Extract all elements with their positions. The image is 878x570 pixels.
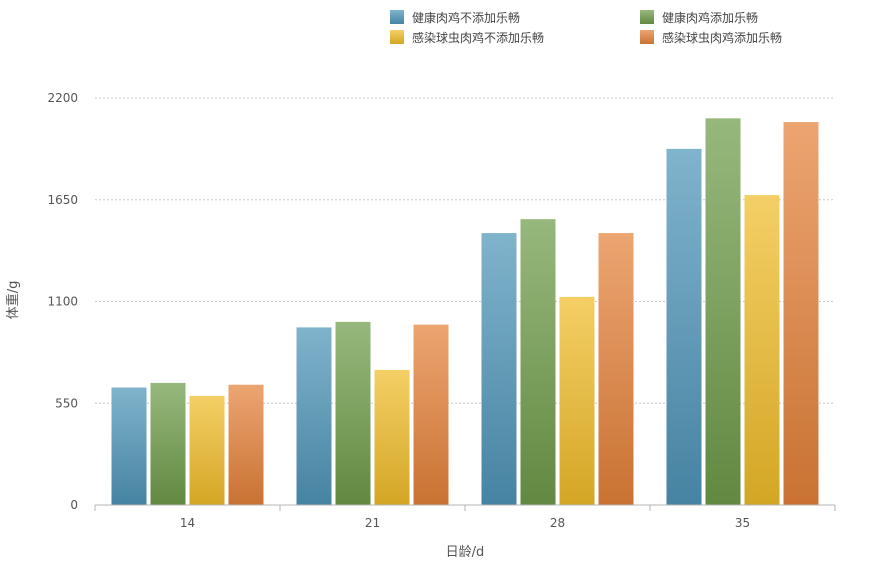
legend-label: 健康肉鸡不添加乐畅 [412, 10, 520, 25]
bar [783, 122, 819, 506]
bars [111, 118, 819, 506]
y-tick-label: 1650 [47, 193, 78, 207]
legend-swatch [640, 10, 654, 24]
legend-swatch [390, 10, 404, 24]
bar [111, 387, 147, 505]
bar [744, 195, 780, 505]
legend-swatch [390, 30, 404, 44]
bar [481, 233, 517, 506]
axes: 0 550 1100 1650 2200 14 21 28 35 [47, 91, 836, 530]
y-tick-label: 1100 [47, 295, 78, 309]
bar [413, 324, 449, 505]
x-tick-label: 21 [365, 516, 380, 530]
bar [150, 382, 186, 505]
bar [189, 395, 225, 505]
x-tick-label: 14 [180, 516, 195, 530]
bar [520, 219, 556, 506]
bar [666, 148, 702, 505]
y-tick-label: 2200 [47, 91, 78, 105]
legend-label: 感染球虫肉鸡不添加乐畅 [412, 30, 544, 45]
x-axis-title: 日龄/d [446, 545, 485, 560]
y-tick-label: 550 [55, 396, 78, 410]
bar [705, 118, 741, 505]
legend-label: 感染球虫肉鸡添加乐畅 [662, 30, 782, 45]
y-axis-title: 体重/g [5, 281, 21, 320]
bar [335, 321, 371, 505]
bar [296, 327, 332, 505]
legend-label: 健康肉鸡添加乐畅 [662, 10, 758, 25]
x-tick-label: 28 [550, 516, 565, 530]
bar [228, 384, 264, 505]
x-tick-label: 35 [735, 516, 750, 530]
y-tick-label: 0 [70, 498, 78, 512]
bar [598, 233, 634, 506]
bar [374, 369, 410, 505]
bar [559, 296, 595, 505]
legend-swatch [640, 30, 654, 44]
